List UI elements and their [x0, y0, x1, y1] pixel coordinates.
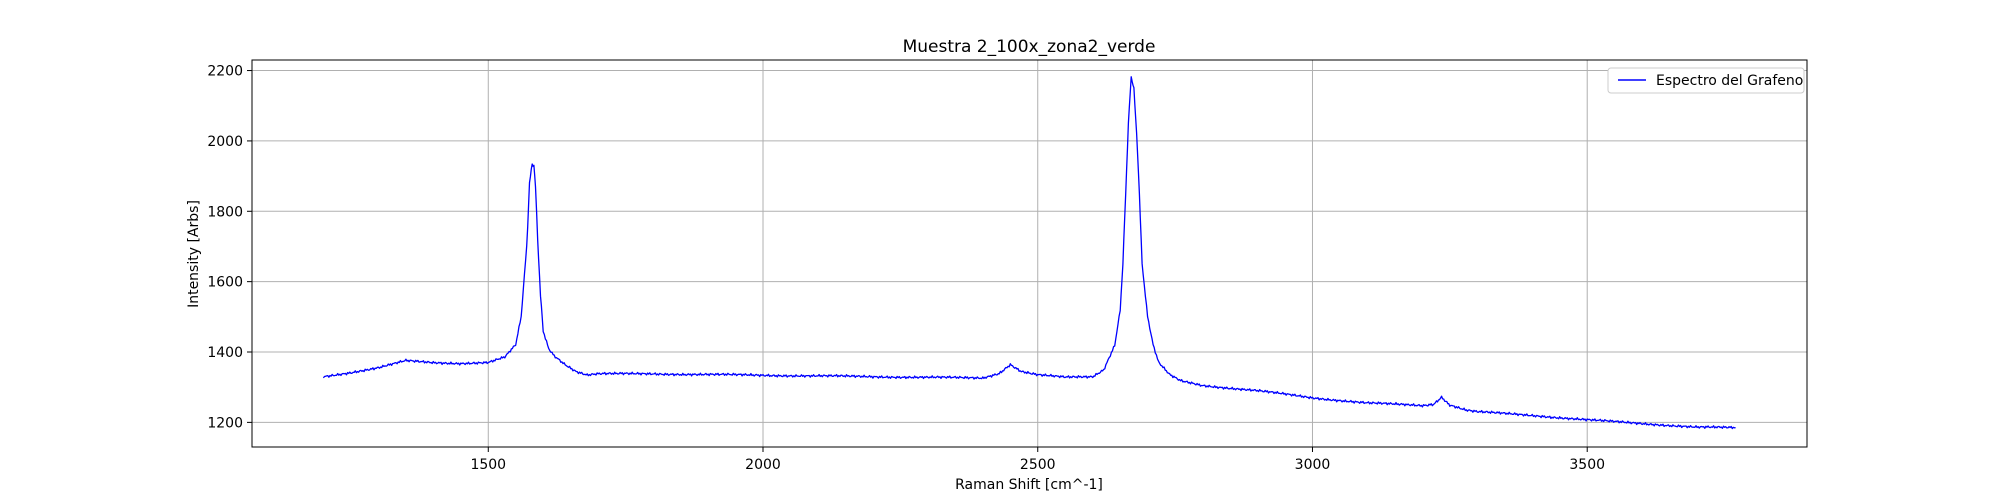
x-tick-label: 2000 [745, 457, 781, 473]
y-axis-label: Intensity [Arbs] [186, 200, 202, 308]
y-tick-label: 2000 [207, 134, 243, 150]
x-tick-label: 3000 [1295, 457, 1331, 473]
y-tick-label: 1600 [207, 275, 243, 291]
plot-frame [251, 59, 1808, 448]
y-tick-label: 1400 [207, 345, 243, 361]
series-line [322, 76, 1736, 430]
y-tick-label: 1800 [207, 204, 243, 220]
x-tick-label: 3500 [1569, 457, 1605, 473]
x-axis-label: Raman Shift [cm^-1] [955, 477, 1103, 493]
x-tick-label: 1500 [470, 457, 506, 473]
grid-lines [252, 60, 1807, 447]
legend-box [1607, 67, 1805, 94]
y-axis: 1200 1400 1600 1800 2000 2200 [207, 64, 252, 431]
series-layer [322, 76, 1736, 430]
chart-title: Muestra 2_100x_zona2_verde [903, 37, 1156, 57]
x-axis: 1500 2000 2500 3000 3500 [470, 447, 1605, 473]
y-tick-label: 1200 [207, 415, 243, 431]
x-tick-label: 2500 [1020, 457, 1056, 473]
y-tick-label: 2200 [207, 64, 243, 80]
legend: Espectro del Grafeno [1607, 67, 1805, 94]
legend-label: Espectro del Grafeno [1656, 73, 1803, 89]
